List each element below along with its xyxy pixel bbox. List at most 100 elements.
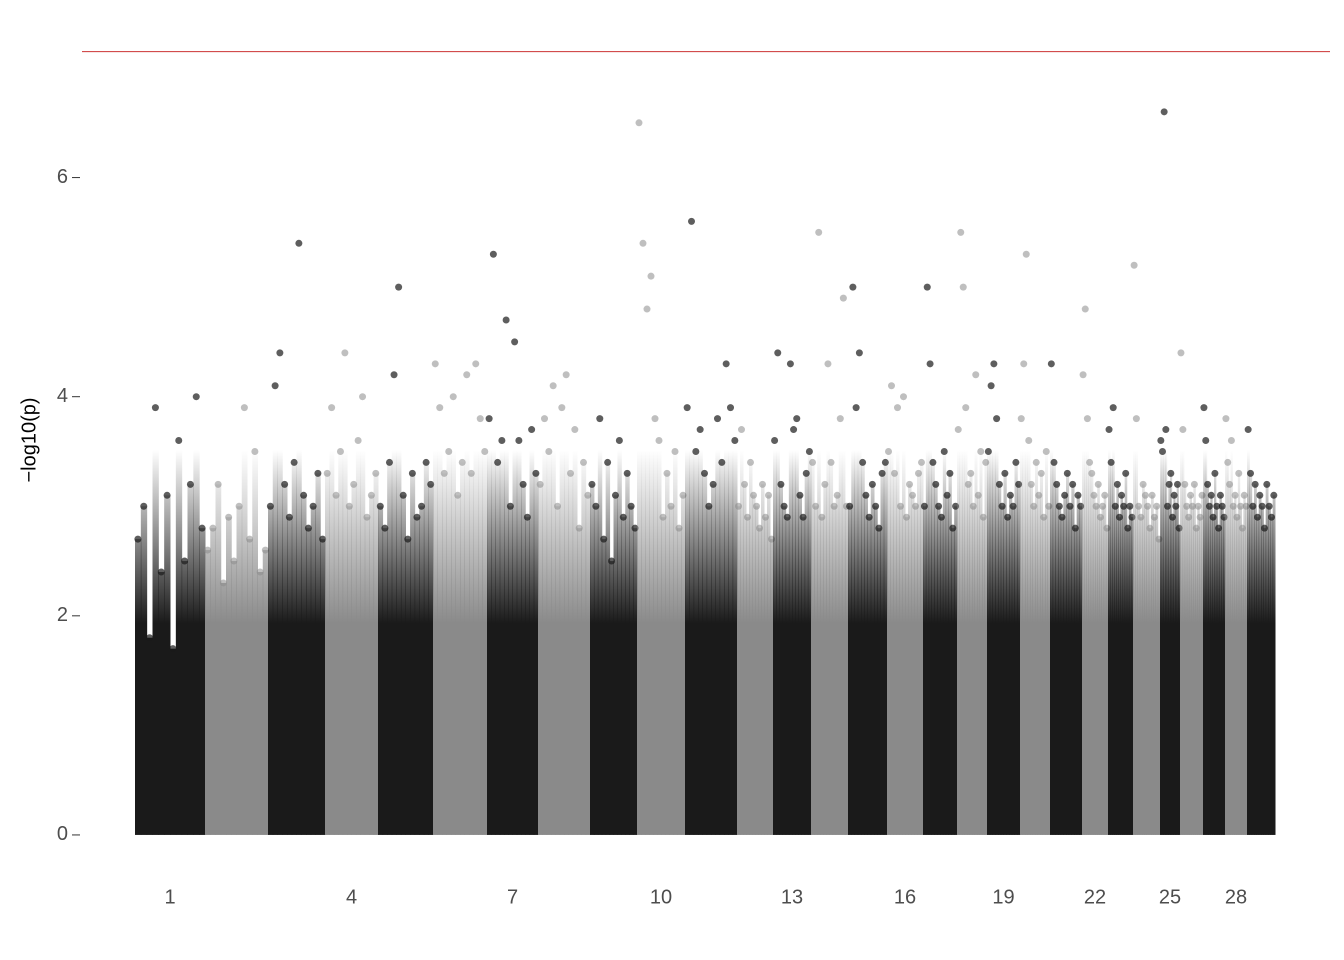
point	[181, 557, 189, 565]
point	[1061, 491, 1069, 499]
point	[528, 426, 536, 434]
point	[909, 491, 916, 499]
point-stem	[737, 506, 741, 835]
point	[923, 283, 931, 291]
point	[1122, 469, 1130, 477]
point-stem	[1042, 517, 1046, 835]
point-stem	[706, 506, 712, 835]
point-stem	[262, 550, 269, 835]
point-stem	[396, 287, 402, 835]
point	[709, 480, 717, 488]
point	[385, 458, 393, 466]
point	[701, 469, 708, 477]
point	[1066, 502, 1074, 510]
point-stem	[464, 374, 470, 835]
point	[506, 502, 514, 510]
point	[186, 480, 194, 488]
point-stem	[1000, 506, 1004, 835]
point-stem	[746, 517, 750, 835]
point-stem	[1185, 506, 1189, 835]
point-stem	[568, 473, 574, 835]
point	[872, 502, 880, 510]
point-stem	[482, 451, 488, 835]
point-stem	[364, 517, 370, 835]
point	[146, 634, 154, 642]
point-stem	[1175, 506, 1178, 835]
point	[891, 469, 898, 477]
point-stem	[752, 495, 756, 835]
point	[1135, 502, 1143, 510]
point-stem	[1201, 495, 1204, 835]
point	[395, 283, 403, 291]
point-stem	[1128, 506, 1132, 835]
point-stem	[446, 451, 452, 835]
point-stem	[1226, 462, 1230, 835]
point-stem	[1243, 495, 1246, 835]
point	[204, 546, 212, 554]
point-stem	[1165, 429, 1168, 835]
point	[667, 502, 675, 510]
point-stem	[657, 440, 662, 835]
point-stem	[400, 495, 406, 835]
point-stem	[920, 462, 924, 835]
point-stem	[911, 495, 915, 835]
point	[688, 217, 695, 225]
point	[502, 316, 510, 324]
point	[1115, 513, 1123, 521]
point-stem	[979, 451, 983, 835]
point	[1249, 502, 1257, 510]
point-stem	[405, 539, 411, 835]
point-stem	[1219, 495, 1222, 835]
point	[1058, 513, 1066, 521]
point-stem	[832, 506, 837, 835]
point-stem	[982, 517, 985, 835]
point	[1035, 491, 1043, 499]
point	[744, 513, 751, 521]
point	[1094, 480, 1102, 488]
point	[920, 502, 928, 510]
point-stem	[499, 440, 505, 835]
point-stem	[711, 484, 716, 835]
point	[855, 349, 863, 357]
point-stem	[829, 462, 834, 835]
point-stem	[135, 539, 142, 835]
point	[580, 458, 587, 466]
point	[705, 502, 713, 510]
point	[1265, 502, 1273, 510]
point	[214, 480, 222, 488]
point-stem	[823, 484, 827, 835]
point-stem	[992, 363, 996, 835]
point	[151, 404, 159, 412]
point	[1190, 480, 1198, 488]
point-stem	[1090, 473, 1094, 835]
point-stem	[1118, 517, 1121, 835]
point-stem	[546, 451, 552, 835]
point-stem	[525, 517, 530, 835]
point	[1270, 491, 1278, 499]
point	[1047, 360, 1055, 368]
point-stem	[764, 517, 768, 835]
point	[240, 404, 248, 412]
point	[363, 513, 371, 521]
point	[663, 469, 671, 477]
point-stem	[867, 517, 872, 835]
point	[1222, 415, 1230, 423]
point	[878, 469, 886, 477]
point-stem	[795, 418, 799, 835]
point-stem	[1157, 539, 1161, 835]
point	[281, 480, 289, 488]
point	[977, 447, 985, 455]
point	[571, 426, 579, 434]
point	[783, 513, 791, 521]
point	[1188, 502, 1196, 510]
point	[588, 480, 596, 488]
point-stem	[883, 462, 888, 835]
point	[532, 469, 540, 477]
point-stem	[542, 418, 548, 835]
point	[1159, 447, 1166, 455]
point-stem	[410, 473, 416, 835]
point-stem	[175, 440, 183, 835]
point-stem	[1020, 418, 1023, 835]
point	[511, 338, 519, 346]
point-stem	[1105, 528, 1109, 835]
